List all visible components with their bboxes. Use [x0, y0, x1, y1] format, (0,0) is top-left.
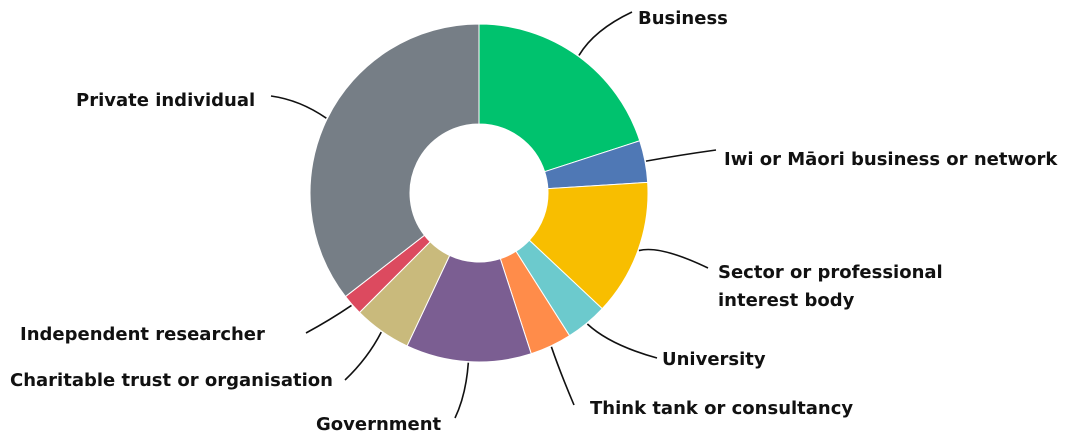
label-line: Think tank or consultancy [590, 398, 853, 419]
label-line: Sector or professional [718, 262, 943, 283]
label-line: Iwi or Māori business or network [724, 149, 1058, 170]
leader-lines [270, 11, 717, 419]
leader-line-charitable-trust-or-organisation [344, 331, 382, 381]
label-line: Independent researcher [20, 324, 265, 345]
leader-line-iwi-or-maori-business-or-network [645, 149, 717, 162]
leader-line-think-tank-or-consultancy [550, 346, 575, 406]
label-line: Business [638, 8, 728, 29]
slices [309, 23, 649, 363]
leader-line-business [578, 11, 633, 56]
label-think-tank-or-consultancy: Think tank or consultancy [590, 398, 853, 419]
leader-line-private-individual [270, 95, 327, 119]
leader-line-independent-researcher [305, 304, 352, 334]
label-business: Business [638, 8, 728, 29]
slice-business [478, 23, 641, 173]
label-line: Private individual [76, 90, 255, 111]
leader-line-sector-or-professional-interest-body [638, 248, 709, 269]
label-line: University [662, 349, 766, 370]
label-sector-or-professional-interest-body: Sector or professional interest body [718, 262, 943, 311]
label-iwi-or-maori-business-or-network: Iwi or Māori business or network [724, 149, 1058, 170]
label-line: Charitable trust or organisation [10, 370, 333, 391]
label-university: University [662, 349, 766, 370]
label-line: Government [316, 414, 442, 435]
label-independent-researcher: Independent researcher [20, 324, 265, 345]
label-line: interest body [718, 290, 855, 311]
slice-labels: Business Iwi or Māori business or network… [10, 8, 1058, 435]
slice-private-individual [309, 23, 480, 298]
leader-line-government [454, 362, 470, 419]
leader-line-university [586, 323, 658, 359]
label-charitable-trust-or-organisation: Charitable trust or organisation [10, 370, 333, 391]
label-private-individual: Private individual [76, 90, 255, 111]
label-government: Government [316, 414, 442, 435]
